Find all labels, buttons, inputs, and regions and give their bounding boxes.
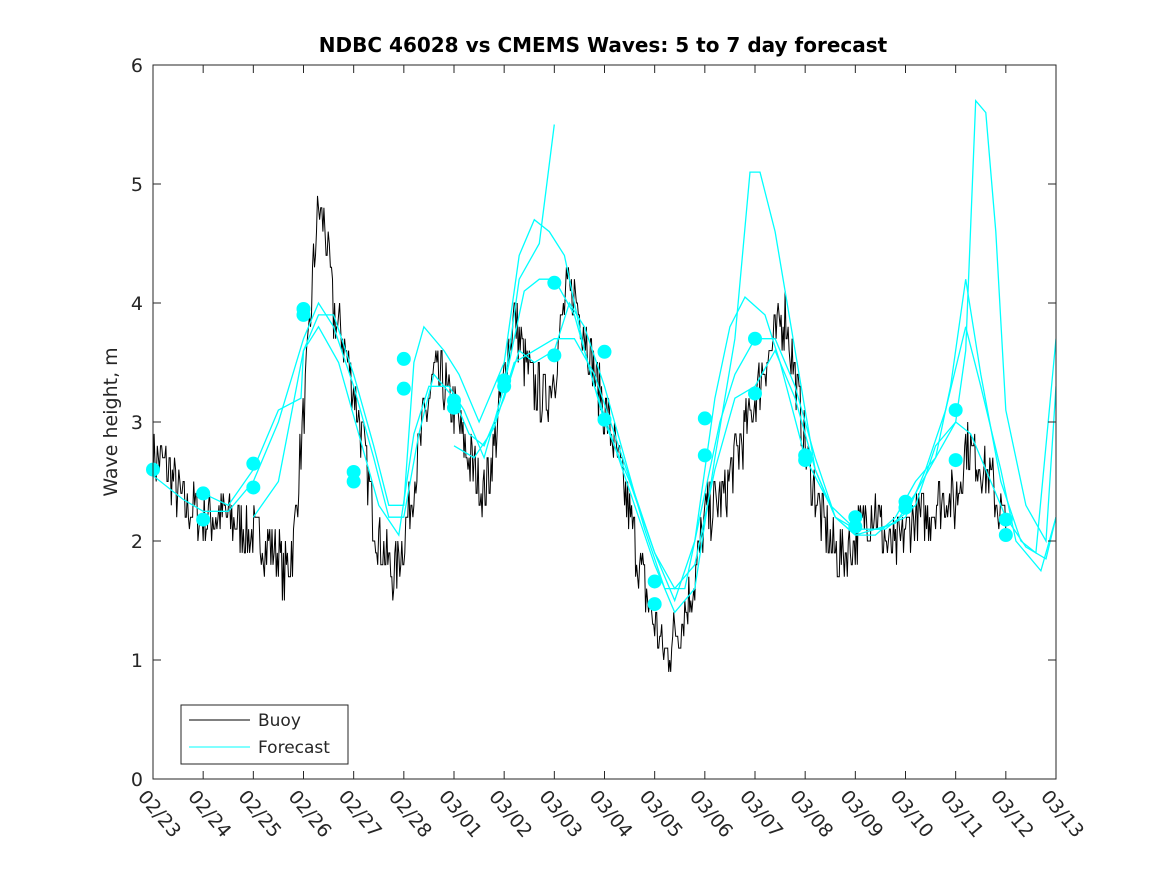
forecast-marker [547, 348, 562, 363]
marker-layer [146, 275, 1013, 612]
forecast-marker [998, 528, 1013, 543]
y-tick-label: 6 [131, 55, 143, 77]
forecast-marker [848, 519, 863, 534]
forecast-marker [748, 331, 762, 346]
forecast-marker [898, 500, 913, 515]
forecast-marker [748, 386, 762, 401]
forecast-series-line [453, 99, 1056, 590]
y-tick-label: 5 [131, 174, 143, 196]
legend: Buoy Forecast [180, 704, 349, 765]
y-tick-label: 2 [131, 531, 143, 553]
y-tick-label: 0 [131, 769, 143, 791]
y-tick-label: 4 [131, 293, 143, 315]
forecast-series-line [503, 124, 555, 387]
forecast-series-line [252, 171, 1056, 614]
legend-buoy-label: Buoy [258, 711, 301, 731]
forecast-marker [597, 412, 612, 427]
legend-box [180, 704, 349, 765]
y-axis-label: Wave height, m [100, 347, 122, 496]
buoy-series-line [153, 195, 1007, 672]
forecast-marker [597, 344, 612, 359]
series-layer [153, 99, 1056, 672]
forecast-marker [396, 351, 411, 366]
forecast-marker [697, 448, 712, 463]
forecast-marker [647, 574, 662, 589]
y-tick-label: 1 [131, 650, 143, 672]
forecast-marker [998, 512, 1013, 527]
forecast-marker [196, 486, 211, 501]
forecast-marker [547, 275, 562, 290]
forecast-marker [346, 474, 361, 489]
forecast-marker [497, 379, 512, 394]
forecast-marker [196, 512, 211, 527]
forecast-marker [246, 456, 261, 471]
forecast-marker [798, 453, 813, 468]
forecast-marker [296, 307, 311, 322]
forecast-marker [697, 411, 712, 426]
chart-title: NDBC 46028 vs CMEMS Waves: 5 to 7 day fo… [319, 33, 888, 57]
forecast-marker [396, 381, 411, 396]
y-axis: 0 1 2 3 4 5 6 [131, 55, 1056, 791]
forecast-marker [447, 400, 461, 415]
forecast-marker [647, 597, 662, 612]
plot-area [146, 99, 1056, 672]
forecast-marker [246, 480, 261, 495]
legend-forecast-label: Forecast [258, 738, 330, 758]
y-tick-label: 3 [131, 412, 143, 434]
forecast-marker [948, 403, 963, 418]
forecast-marker [948, 453, 963, 468]
